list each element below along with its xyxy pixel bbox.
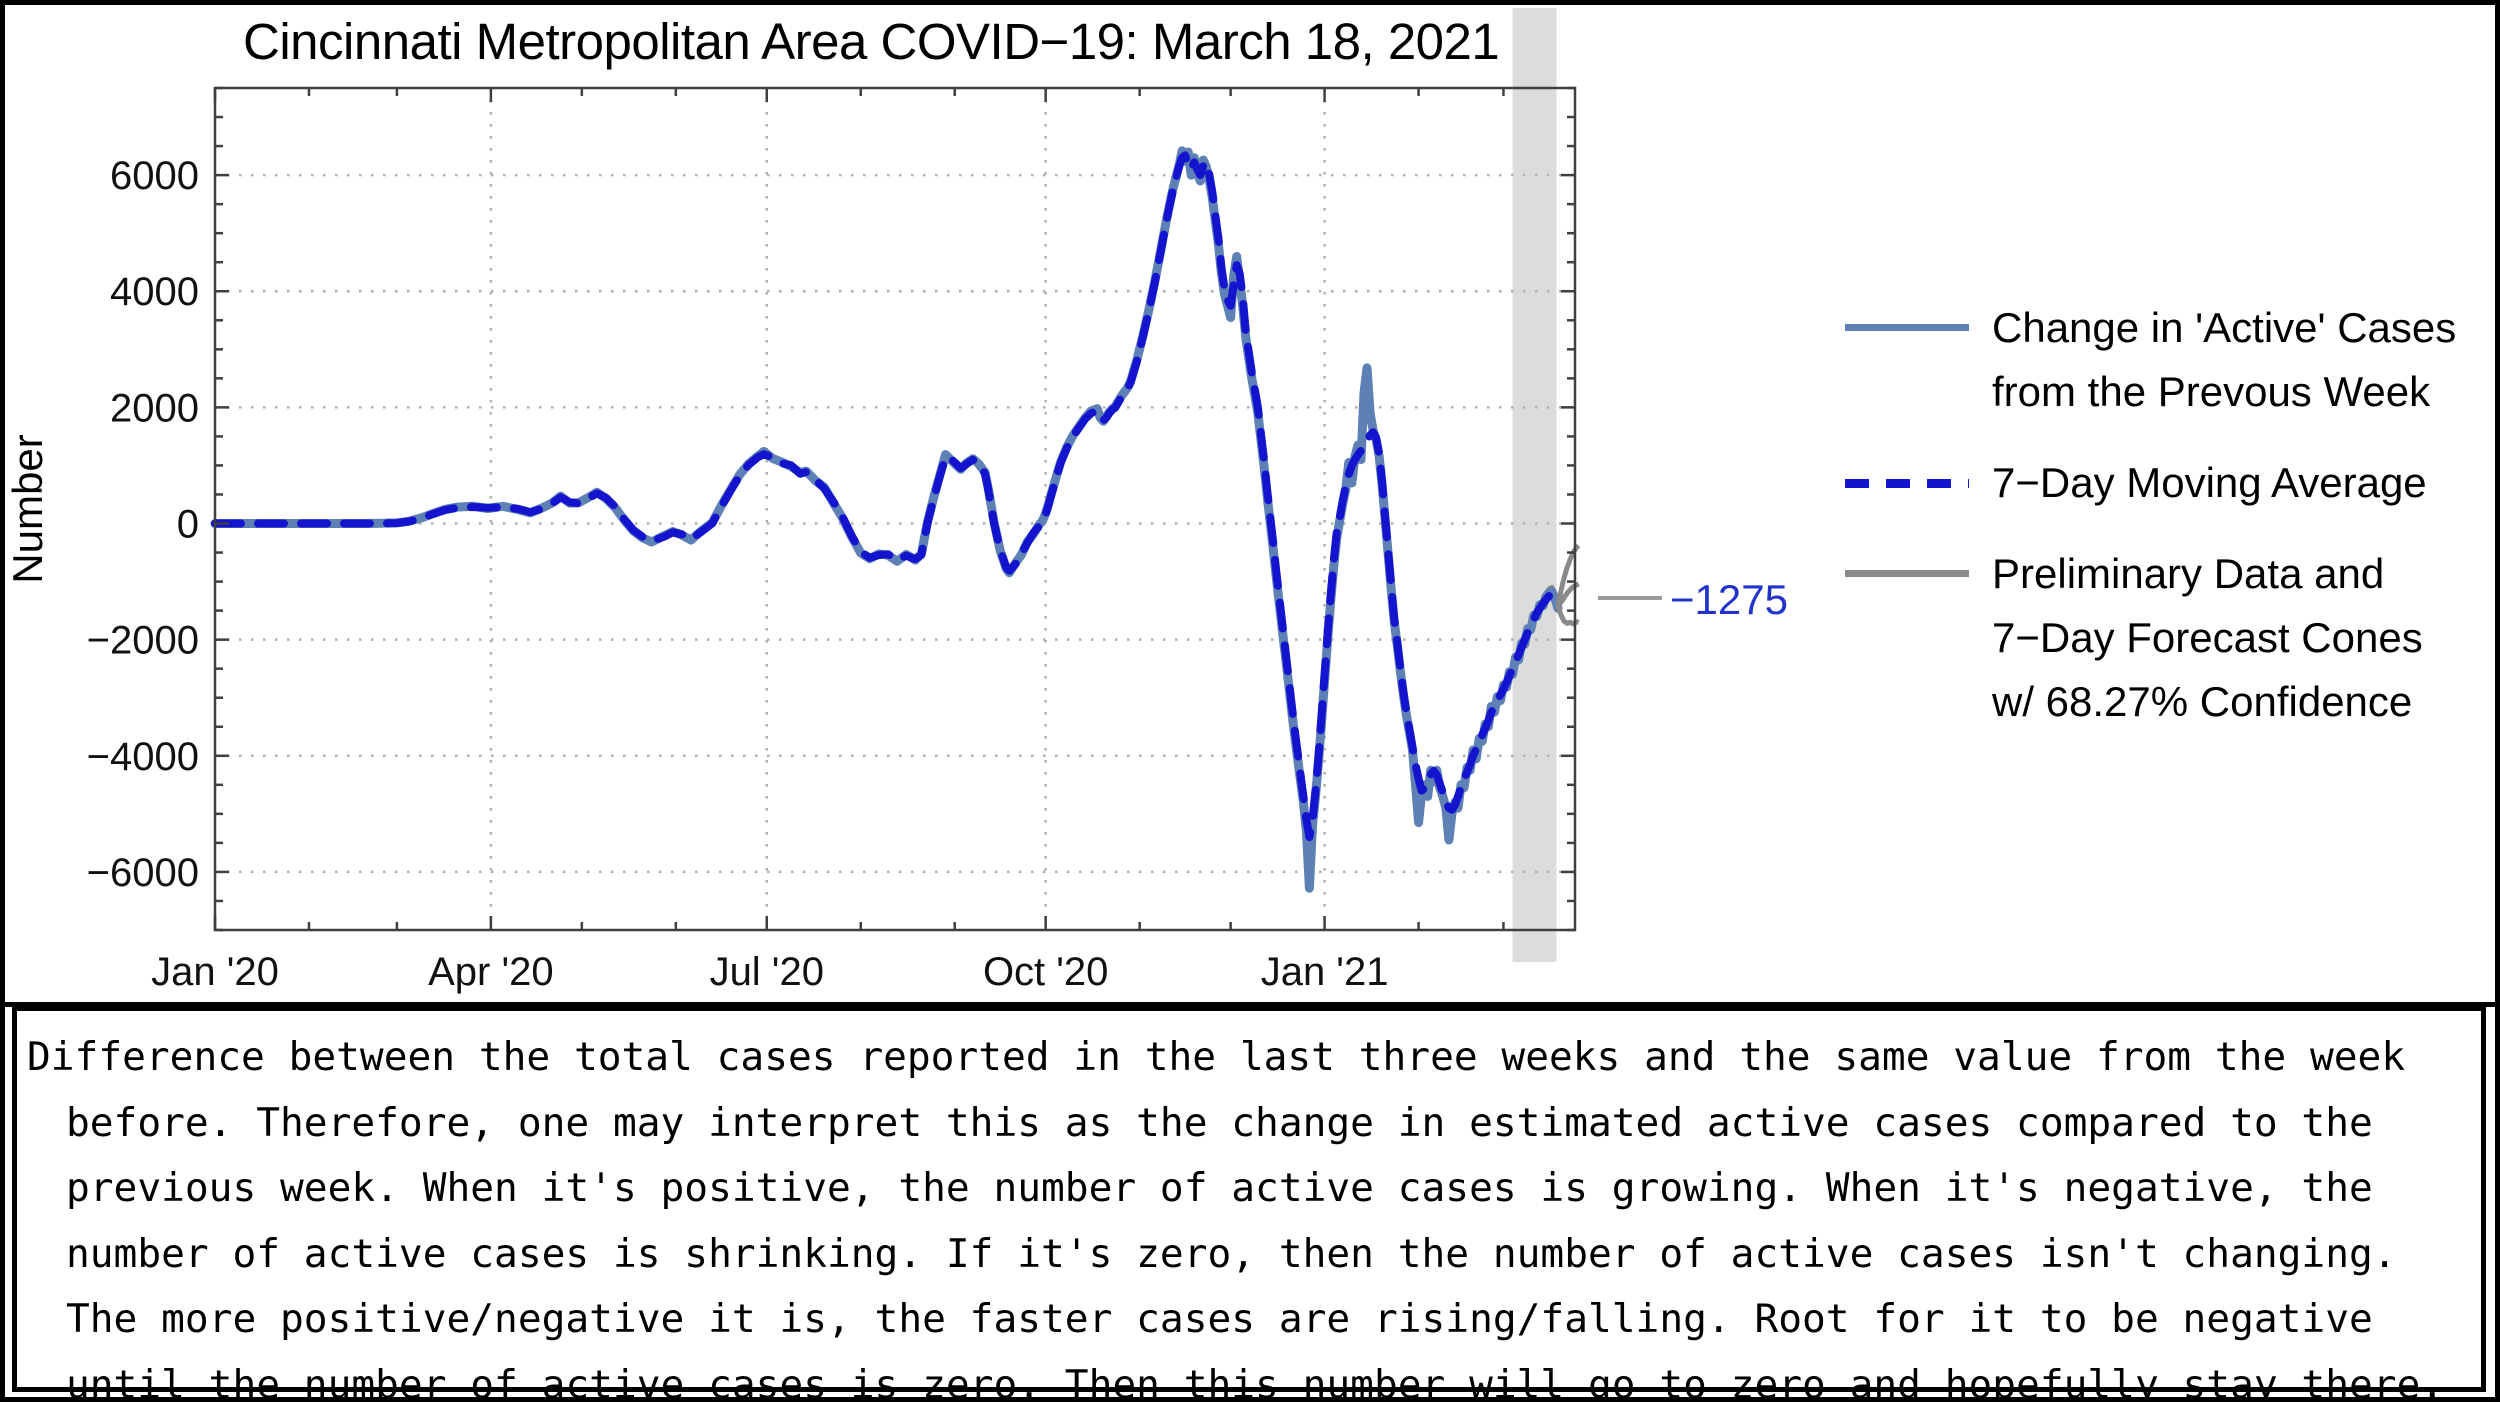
legend-label-line: 7−Day Forecast Cones: [1992, 614, 2423, 661]
x-tick-label: Jan '20: [151, 950, 279, 994]
legend-label: 7−Day Moving Average: [1992, 451, 2427, 515]
series-7-day-moving-average: [211, 151, 1559, 842]
blue-dashed-line-swatch-icon: [1845, 479, 1969, 488]
x-tick-label: Jan '21: [1261, 950, 1389, 994]
caption-line: before. Therefore, one may interpret thi…: [66, 1099, 2373, 1146]
caption-line: previous week. When it's positive, the n…: [66, 1165, 2373, 1211]
chart-panel: 6000 4000 2000 0 −2000 −4000 −6000 Jan '20 Apr '…: [0, 8, 2500, 1007]
y-tick-label: 2000: [110, 386, 199, 430]
plot-frame: [213, 86, 1577, 932]
x-tick-label: Apr '20: [428, 950, 554, 994]
chart-legend: Change in 'Active' Cases from the Prevou…: [1845, 296, 2456, 761]
y-tick-label: 0: [177, 503, 199, 547]
legend-item-active-cases: Change in 'Active' Cases from the Prevou…: [1845, 296, 2456, 424]
legend-label-line: Change in 'Active' Cases: [1992, 304, 2457, 351]
legend-item-moving-average: 7−Day Moving Average: [1845, 451, 2456, 515]
y-tick-label: −4000: [87, 735, 199, 779]
forecast-cone-line: [1556, 581, 1580, 608]
caption-text: Difference between the total cases repor…: [17, 1011, 2481, 1402]
legend-label-line: w/ 68.27% Confidence: [1992, 678, 2413, 725]
caption-line: until the number of active cases is zero…: [66, 1361, 2445, 1402]
caption-line: number of active cases is shrinking. If …: [66, 1230, 2397, 1277]
chart-title: Cincinnati Metropolitan Area COVID−19: M…: [243, 13, 1500, 70]
preliminary-band: [1512, 8, 1557, 962]
gray-line-swatch-icon: [1845, 570, 1969, 577]
y-tick-label: 4000: [110, 270, 199, 314]
legend-item-preliminary-forecast: Preliminary Data and 7−Day Forecast Cone…: [1845, 542, 2456, 734]
steelblue-line-swatch-icon: [1845, 324, 1969, 331]
x-tick-label: Jul '20: [710, 950, 824, 994]
caption-box: Difference between the total cases repor…: [12, 1006, 2486, 1402]
legend-label-line: from the Prevous Week: [1992, 368, 2431, 415]
legend-label-line: Preliminary Data and: [1992, 550, 2385, 597]
legend-label: Preliminary Data and 7−Day Forecast Cone…: [1992, 542, 2423, 734]
x-tick-label: Oct '20: [983, 950, 1108, 994]
y-tick-label: −6000: [87, 851, 199, 895]
legend-label: Change in 'Active' Cases from the Prevou…: [1992, 296, 2456, 424]
legend-label-line: 7−Day Moving Average: [1992, 459, 2427, 506]
y-axis-label: Number: [4, 434, 51, 583]
y-tick-label: −2000: [87, 619, 199, 663]
caption-line: The more positive/negative it is, the fa…: [66, 1296, 2373, 1342]
chart-box-bottom-border: [0, 1002, 2500, 1007]
annotation-value-label: −1275: [1670, 576, 1788, 623]
covid-line-chart: 6000 4000 2000 0 −2000 −4000 −6000 Jan '20 Apr '…: [4, 8, 1788, 994]
y-tick-label: 6000: [110, 154, 199, 198]
caption-line: Difference between the total cases repor…: [27, 1034, 2406, 1080]
